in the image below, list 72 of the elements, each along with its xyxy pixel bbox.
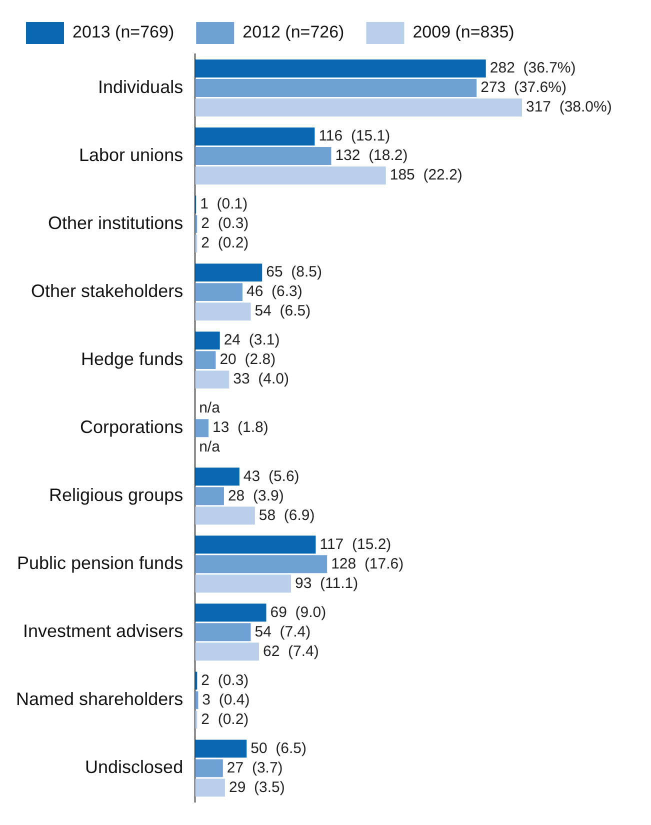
y-tick-label: Public pension funds <box>16 553 184 574</box>
data-label: 65 (8.5) <box>266 264 322 281</box>
bar <box>195 506 255 525</box>
bar <box>195 759 223 778</box>
bar <box>195 642 260 661</box>
data-label: 2 (0.3) <box>201 215 249 232</box>
data-label: 128 (17.6) <box>331 555 404 572</box>
bar <box>195 332 220 350</box>
data-label: 132 (18.2) <box>335 147 408 164</box>
bar <box>195 740 247 758</box>
data-label: 28 (3.9) <box>228 487 284 504</box>
bar <box>195 351 216 370</box>
data-label: 117 (15.2) <box>320 536 392 553</box>
bar <box>195 98 522 116</box>
data-label: 29 (3.5) <box>228 778 285 796</box>
legend-label: 2013 (n=769) <box>72 22 174 42</box>
data-label: 69 (9.0) <box>270 604 326 621</box>
data-label: 62 (7.4) <box>263 642 319 660</box>
bar <box>195 147 332 165</box>
data-label: 54 (6.5) <box>254 302 311 320</box>
bar <box>195 778 225 797</box>
bar <box>195 536 316 554</box>
data-label: 50 (6.5) <box>250 740 307 757</box>
y-tick-label: Undisclosed <box>85 757 184 778</box>
bar <box>195 264 262 282</box>
bar <box>195 302 251 321</box>
data-label: 13 (1.8) <box>212 419 268 436</box>
data-label: 2 (0.2) <box>201 234 249 252</box>
bar <box>195 555 328 574</box>
bar <box>195 574 291 593</box>
text: n/a <box>199 438 220 456</box>
data-label: 43 (5.6) <box>243 468 300 485</box>
bar <box>195 283 243 302</box>
data-label: 46 (6.3) <box>246 283 302 300</box>
legend-label: 2012 (n=726) <box>242 22 344 42</box>
data-label: 282 (36.7%) <box>490 60 576 77</box>
y-tick-label: Investment advisers <box>23 621 184 642</box>
data-label: 317 (38.0%) <box>526 98 612 116</box>
data-label: 3 (0.4) <box>202 691 250 708</box>
bar <box>195 128 315 146</box>
text: n/a <box>199 400 220 417</box>
bar <box>195 370 230 389</box>
bar <box>195 166 386 184</box>
data-label: 2 (0.2) <box>201 710 249 728</box>
bar <box>195 468 240 486</box>
data-label: 20 (2.8) <box>220 351 276 368</box>
y-tick-label: Hedge funds <box>81 349 184 370</box>
y-tick-label: Named shareholders <box>16 689 184 710</box>
data-label: 116 (15.1) <box>318 128 390 145</box>
data-label: 185 (22.2) <box>390 166 462 184</box>
data-label: 273 (37.6%) <box>480 79 566 96</box>
data-label: 33 (4.0) <box>233 370 289 388</box>
y-tick-label: Other institutions <box>48 213 184 234</box>
legend-label: 2009 (n=835) <box>412 22 514 42</box>
bar <box>195 487 224 506</box>
data-label: 24 (3.1) <box>224 332 280 349</box>
y-tick-label: Corporations <box>80 417 184 438</box>
data-label: 1 (0.1) <box>200 196 248 213</box>
data-label: 58 (6.9) <box>258 506 315 524</box>
bar <box>195 623 251 642</box>
y-tick-label: Individuals <box>98 76 184 97</box>
y-tick-label: Religious groups <box>49 485 184 506</box>
bar <box>195 60 486 78</box>
bar <box>195 419 208 438</box>
data-label: 27 (3.7) <box>226 759 283 776</box>
data-label: 2 (0.3) <box>201 672 249 689</box>
y-tick-label: Labor unions <box>78 144 184 165</box>
bar <box>195 604 266 622</box>
bar <box>195 79 477 97</box>
y-tick-label: Other stakeholders <box>31 281 184 302</box>
data-label: 93 (11.1) <box>294 574 358 592</box>
data-label: 54 (7.4) <box>254 623 311 640</box>
